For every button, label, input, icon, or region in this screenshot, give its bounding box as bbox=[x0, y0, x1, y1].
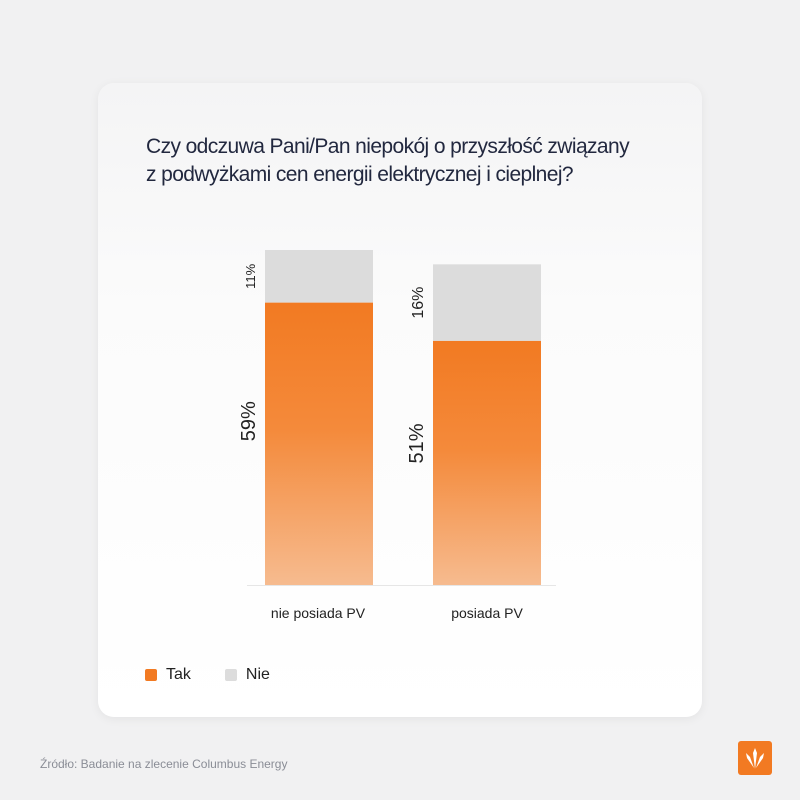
legend-label-nie: Nie bbox=[245, 666, 270, 683]
bar-tak-1 bbox=[265, 302, 373, 585]
bars-group bbox=[247, 250, 556, 586]
data-label-tak-1: 59% bbox=[238, 401, 260, 441]
data-label-nie-2: 16% bbox=[410, 287, 427, 319]
category-label-1: nie posiada PV bbox=[271, 605, 366, 621]
legend-item-nie: Nie bbox=[224, 666, 270, 684]
columbus-energy-logo-icon bbox=[738, 741, 772, 775]
legend-label-tak: Tak bbox=[166, 666, 191, 683]
chart-title-line-1: Czy odczuwa Pani/Pan niepokój o przyszło… bbox=[146, 135, 630, 158]
labels-group: 59% 11% nie posiada PV 51% 16% posiada PV bbox=[238, 263, 523, 621]
chart-title-line-2: z podwyżkami cen energii elektrycznej i … bbox=[146, 163, 574, 186]
bar-nie-1 bbox=[265, 250, 373, 303]
chart-card bbox=[98, 83, 702, 717]
category-label-2: posiada PV bbox=[451, 605, 523, 621]
legend-swatch-tak bbox=[145, 669, 157, 681]
legend-item-tak: Tak bbox=[145, 666, 191, 684]
data-label-tak-2: 51% bbox=[406, 423, 428, 463]
chart-title: Czy odczuwa Pani/Pan niepokój o przyszło… bbox=[146, 133, 666, 189]
legend: Tak Nie bbox=[145, 666, 270, 684]
source-note: Źródło: Badanie na zlecenie Columbus Ene… bbox=[40, 757, 288, 771]
data-label-nie-1: 11% bbox=[243, 263, 258, 288]
bar-nie-2 bbox=[433, 264, 541, 341]
bar-tak-2 bbox=[433, 340, 541, 585]
legend-swatch-nie bbox=[224, 669, 237, 681]
